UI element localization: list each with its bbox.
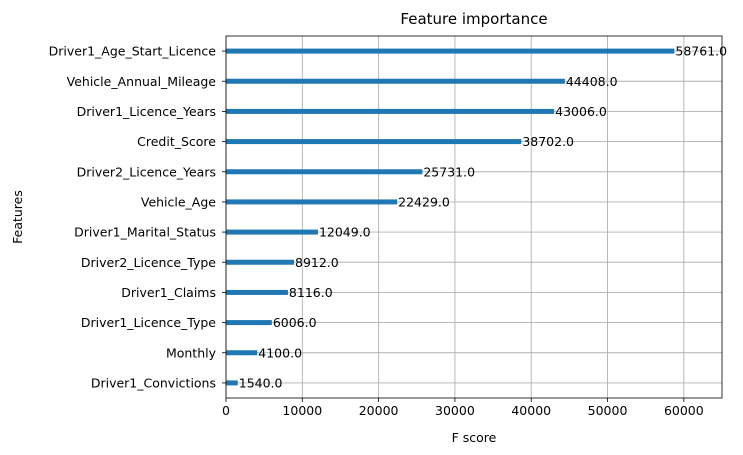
bar [226,350,258,356]
bar-value-label: 58761.0 [675,44,727,59]
x-axis-title: F score [452,430,497,445]
data-labels: 58761.0 44408.0 43006.0 38702.0 25731.0 22429… [239,44,727,391]
grid-lines [225,36,722,398]
y-tick-label: Credit_Score [137,134,216,149]
plot-frame [225,35,723,399]
bar-value-label: 25731.0 [423,164,475,179]
y-tick-label: Monthly [166,345,217,360]
y-tick-label: Driver2_Licence_Type [81,255,216,270]
y-axis-title: Features [10,190,25,244]
bar-value-label: 4100.0 [258,345,302,360]
bar [226,169,423,175]
x-tick-label: 0 [222,403,230,418]
y-tick-label: Vehicle_Age [141,194,216,209]
bar-value-label: 8912.0 [295,255,339,270]
bar-value-label: 22429.0 [398,194,450,209]
y-tick-label: Driver1_Convictions [91,375,216,390]
x-tick-label: 60000 [664,403,704,418]
y-axis-ticks: Driver1_Age_Start_Licence Vehicle_Annual_… [49,44,226,390]
bar [226,289,288,295]
bar-value-label: 38702.0 [522,134,574,149]
bar-value-label: 8116.0 [289,285,333,300]
bar-value-label: 12049.0 [319,225,371,240]
x-axis-ticks: 0 10000 20000 30000 40000 50000 60000 [222,398,704,418]
bar-value-label: 43006.0 [555,104,607,119]
bar [226,139,522,145]
bar [226,78,565,84]
bar [226,229,318,235]
y-tick-label: Driver1_Age_Start_Licence [49,44,217,59]
x-tick-label: 10000 [282,403,322,418]
y-tick-label: Driver1_Marital_Status [74,225,216,240]
bar-value-label: 1540.0 [239,375,283,390]
x-tick-label: 50000 [588,403,628,418]
y-tick-label: Driver1_Licence_Years [77,104,216,119]
bar [226,380,238,386]
x-tick-label: 20000 [359,403,399,418]
bar-value-label: 44408.0 [566,74,618,89]
bar [226,320,272,326]
y-tick-label: Driver1_Claims [121,285,216,300]
bar-value-label: 6006.0 [273,315,317,330]
bars [226,48,675,386]
bar [226,259,295,265]
bar [226,199,398,205]
bar [226,108,555,114]
x-tick-label: 30000 [435,403,475,418]
x-tick-label: 40000 [511,403,551,418]
y-tick-label: Vehicle_Annual_Mileage [67,74,217,89]
y-tick-label: Driver1_Licence_Type [81,315,216,330]
bar [226,48,675,54]
chart-title: Feature importance [400,10,547,28]
y-tick-label: Driver2_Licence_Years [77,164,216,179]
